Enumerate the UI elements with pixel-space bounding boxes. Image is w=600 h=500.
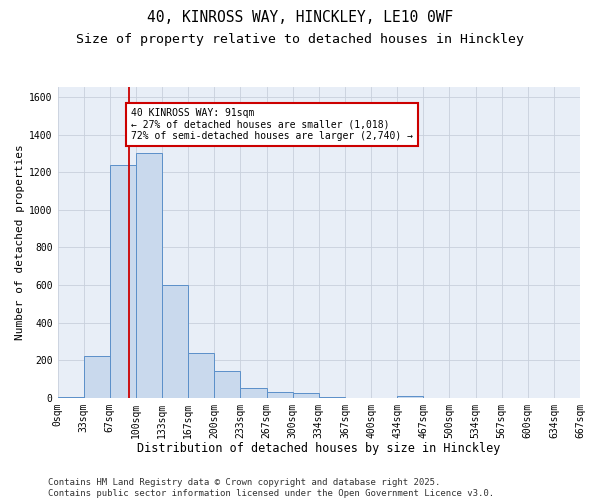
Bar [293,393,319,398]
Bar [83,356,110,398]
Text: Size of property relative to detached houses in Hinckley: Size of property relative to detached ho… [76,32,524,46]
Bar [110,164,136,398]
Bar [266,392,293,398]
Y-axis label: Number of detached properties: Number of detached properties [15,144,25,340]
Bar [319,397,345,398]
Bar [214,372,241,398]
Text: Contains HM Land Registry data © Crown copyright and database right 2025.
Contai: Contains HM Land Registry data © Crown c… [48,478,494,498]
Bar [58,397,83,398]
Bar [188,352,214,398]
Bar [136,154,162,398]
Text: 40 KINROSS WAY: 91sqm
← 27% of detached houses are smaller (1,018)
72% of semi-d: 40 KINROSS WAY: 91sqm ← 27% of detached … [131,108,413,142]
Bar [241,388,266,398]
X-axis label: Distribution of detached houses by size in Hinckley: Distribution of detached houses by size … [137,442,500,455]
Text: 40, KINROSS WAY, HINCKLEY, LE10 0WF: 40, KINROSS WAY, HINCKLEY, LE10 0WF [147,10,453,25]
Bar [397,396,423,398]
Bar [162,285,188,398]
